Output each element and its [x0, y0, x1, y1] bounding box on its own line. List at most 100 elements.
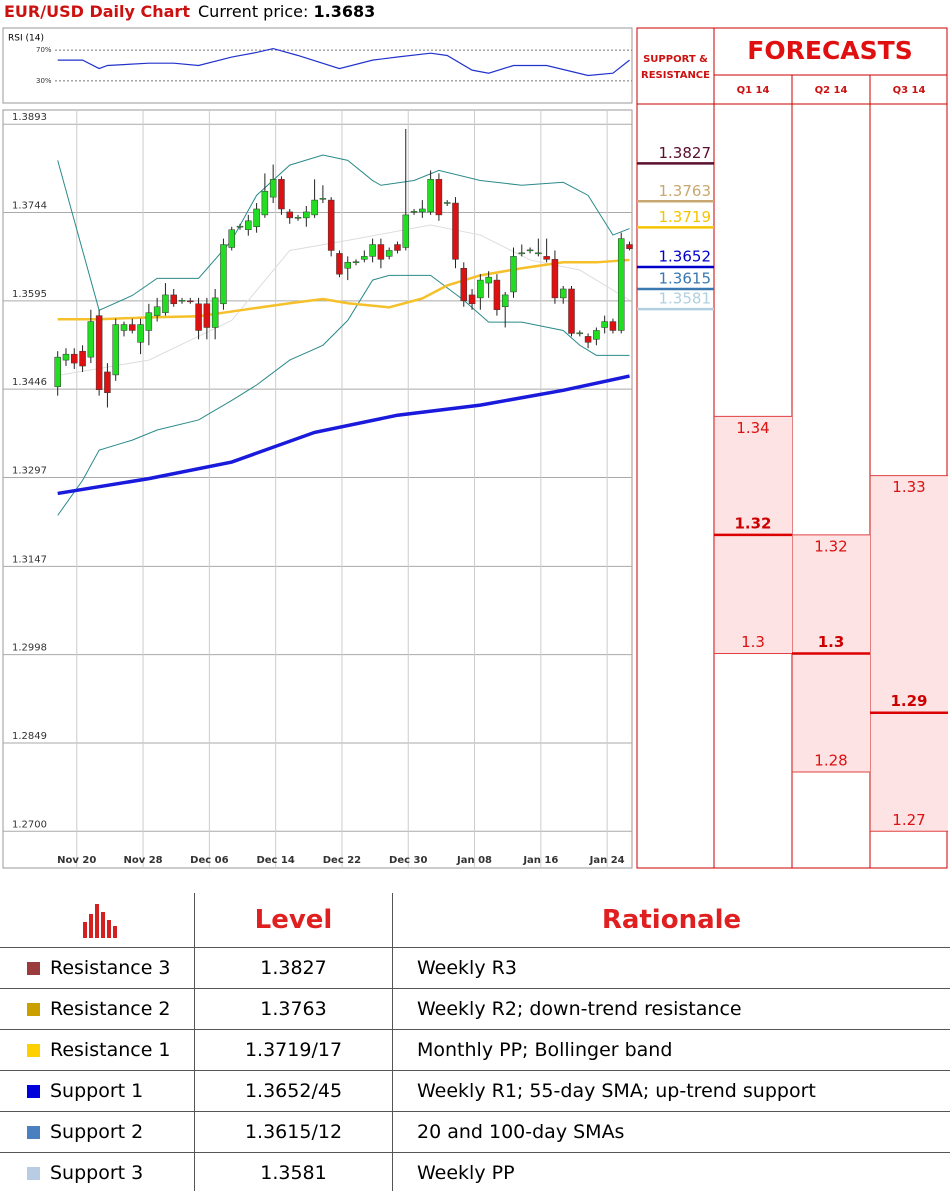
candle-body	[419, 208, 426, 213]
candle-body	[145, 312, 153, 331]
level-label: 1.3581	[659, 290, 712, 308]
color-swatch	[27, 1003, 40, 1016]
candle-body	[211, 297, 219, 328]
cell: Resistance 3	[0, 947, 195, 989]
x-tick-label: Nov 20	[57, 855, 96, 866]
candle-body	[54, 356, 61, 388]
candle-body	[385, 250, 393, 257]
candle-body	[344, 262, 351, 269]
period-label: Q3 14	[893, 85, 926, 96]
candle-body	[253, 208, 260, 228]
candle-body	[369, 244, 376, 257]
x-tick-label: Dec 06	[190, 855, 228, 866]
candle-body	[112, 324, 119, 376]
candle-body	[609, 321, 617, 331]
forecast-label: 1.33	[892, 478, 925, 496]
x-tick-label: Dec 22	[323, 855, 361, 866]
x-tick-label: Jan 08	[456, 855, 492, 866]
line-series	[57, 374, 630, 496]
candle-body	[593, 330, 600, 340]
line-series	[57, 47, 630, 77]
candle-body	[535, 252, 542, 255]
candle-body	[269, 179, 277, 198]
level-cell: 1.3615/12	[194, 1111, 393, 1153]
x-tick-label: Dec 14	[256, 855, 294, 866]
candle-body	[261, 190, 269, 216]
row-name: Resistance 3	[50, 957, 171, 979]
rsi-title: RSI (14)	[8, 34, 44, 44]
candle-body	[178, 299, 186, 302]
candle-body	[137, 324, 144, 343]
y-tick-label: 1.2849	[12, 731, 47, 742]
candle-body	[576, 332, 584, 335]
candle-body	[617, 238, 625, 331]
rationale-cell: 20 and 100-day SMAs	[392, 1111, 950, 1153]
chart: RSI (14) FORECASTS 70% 30% 1.3893 1.3744 1.3…	[2, 27, 948, 869]
candle-body	[187, 300, 194, 303]
color-swatch	[27, 1167, 40, 1180]
y-tick-label: 1.3446	[12, 377, 47, 388]
candle-body	[319, 198, 327, 200]
levels-table: Level Rationale Resistance 3 1.3827 Weekly …	[0, 893, 950, 1191]
rationale-cell: Weekly R3	[392, 947, 950, 989]
row-name: Resistance 1	[50, 1039, 171, 1061]
y-tick-label: 1.3147	[12, 554, 47, 565]
forecast-label: 1.32	[734, 514, 771, 532]
candle-body	[87, 321, 95, 358]
rationale-cell: Weekly R1; 55-day SMA; up-trend support	[392, 1070, 950, 1112]
sr-title: SUPPORT & RESISTANCE	[641, 54, 710, 81]
row-name: Support 1	[50, 1080, 144, 1102]
candle-body	[626, 244, 633, 249]
x-tick-label: Dec 30	[389, 855, 427, 866]
cell: Support 1	[0, 1070, 195, 1112]
y-tick-label: 1.3297	[12, 465, 47, 476]
period-label: Q2 14	[815, 85, 848, 96]
candle-body	[120, 324, 128, 331]
forecast-label: 1.34	[736, 419, 769, 437]
candle-body	[584, 336, 592, 343]
cell: Support 3	[0, 1152, 195, 1191]
price-label: Current price:	[198, 2, 309, 21]
rsi-tick-label: 30%	[36, 77, 52, 85]
candle-body	[551, 259, 559, 299]
candle-body	[153, 306, 161, 316]
table-row: Resistance 1 1.3719/17 Monthly PP; Bolling…	[0, 1029, 950, 1071]
forecast-title: FORECASTS	[747, 36, 912, 65]
rationale-cell: Weekly PP	[392, 1152, 950, 1191]
forecast-label: 1.29	[890, 692, 927, 710]
candle-body	[377, 244, 385, 260]
candle-body	[62, 353, 70, 361]
table-row: Support 1 1.3652/45 Weekly R1; 55-day SMA;…	[0, 1070, 950, 1112]
candle-body	[477, 279, 484, 299]
candle-body	[394, 244, 401, 251]
rationale-cell: Weekly R2; down-trend resistance	[392, 988, 950, 1030]
price-value: 1.3683	[313, 2, 376, 21]
table-row: Resistance 2 1.3763 Weekly R2; down-trend …	[0, 988, 950, 1030]
color-swatch	[27, 1126, 40, 1139]
candle-body	[220, 244, 227, 305]
color-swatch	[27, 962, 40, 975]
forecast-label: 1.3	[818, 633, 845, 651]
candle-body	[245, 220, 252, 230]
current-price: Current price: 1.3683	[198, 2, 375, 21]
cell: Support 2	[0, 1111, 195, 1153]
col-header: Rationale	[601, 905, 742, 935]
candle-body	[228, 229, 235, 248]
candle-body	[79, 350, 86, 367]
candle-body	[236, 225, 244, 228]
table-row: Support 3 1.3581 Weekly PP	[0, 1152, 950, 1191]
forecast-label: 1.3	[741, 633, 765, 651]
row-name: Resistance 2	[50, 998, 171, 1020]
candle-body	[336, 253, 343, 275]
col-header: Level	[194, 893, 393, 948]
table-row: Support 2 1.3615/12 20 and 100-day SMAs	[0, 1111, 950, 1153]
candle-body	[361, 256, 368, 260]
candle-body	[129, 324, 136, 331]
candle-body	[501, 294, 509, 308]
candle-body	[104, 371, 111, 393]
x-tick-label: Jan 16	[522, 855, 558, 866]
period-label: Q1 14	[737, 85, 770, 96]
line-series	[57, 274, 630, 516]
forecast-range	[871, 475, 948, 832]
